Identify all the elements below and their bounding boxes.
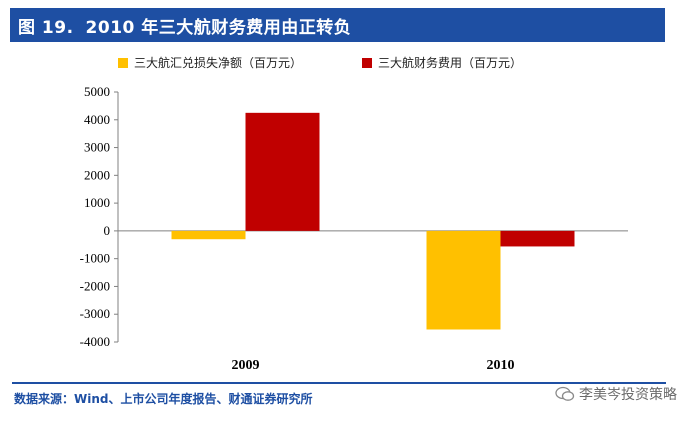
y-tick-label: 2000 xyxy=(84,167,110,182)
figure-label: 图 19. xyxy=(18,17,74,38)
source-note: 数据来源：Wind、上市公司年度报告、财通证券研究所 xyxy=(14,392,313,406)
y-axis: 5000 4000 3000 2000 1000 0 -1000 -2000 -3000 -400… xyxy=(80,84,119,349)
bar-2009-s1 xyxy=(245,112,320,231)
y-tick-label: 5000 xyxy=(84,84,110,99)
bar-2010-s0 xyxy=(426,230,501,330)
bar-chart: 三大航汇兑损失净额（百万元） 三大航财务费用（百万元） 5000 4000 3000 2… xyxy=(80,55,628,373)
y-tick-label: 0 xyxy=(104,223,111,238)
legend-swatch-1 xyxy=(362,58,372,68)
x-axis: 2009 2010 xyxy=(118,230,628,373)
y-tick-label: 3000 xyxy=(84,140,110,155)
bars-group xyxy=(171,112,575,330)
y-tick-label: 4000 xyxy=(84,112,110,127)
legend-swatch-0 xyxy=(118,58,128,68)
x-category-label: 2009 xyxy=(232,358,260,373)
legend-label-0: 三大航汇兑损失净额（百万元） xyxy=(134,55,302,70)
chart-area: 三大航汇兑损失净额（百万元） 三大航财务费用（百万元） 5000 4000 3000 2… xyxy=(0,42,683,382)
y-tick-label: -4000 xyxy=(80,334,110,349)
watermark-text: 李美岑投资策略 xyxy=(579,387,677,403)
figure-title-bar: 图 19. 2010 年三大航财务费用由正转负 xyxy=(10,8,665,42)
y-tick-label: 1000 xyxy=(84,195,110,210)
wechat-icon xyxy=(555,386,575,401)
legend-label-1: 三大航财务费用（百万元） xyxy=(378,55,522,70)
x-category-label: 2010 xyxy=(487,358,515,373)
y-tick-label: -1000 xyxy=(80,251,110,266)
y-tick-label: -2000 xyxy=(80,278,110,293)
bar-2009-s0 xyxy=(171,230,246,240)
y-tick-label: -3000 xyxy=(80,306,110,321)
source-divider xyxy=(12,382,666,384)
bar-2010-s1 xyxy=(500,230,575,247)
chart-legend: 三大航汇兑损失净额（百万元） 三大航财务费用（百万元） xyxy=(118,55,522,70)
watermark: 李美岑投资策略 xyxy=(555,384,677,404)
figure-title: 2010 年三大航财务费用由正转负 xyxy=(85,17,352,38)
